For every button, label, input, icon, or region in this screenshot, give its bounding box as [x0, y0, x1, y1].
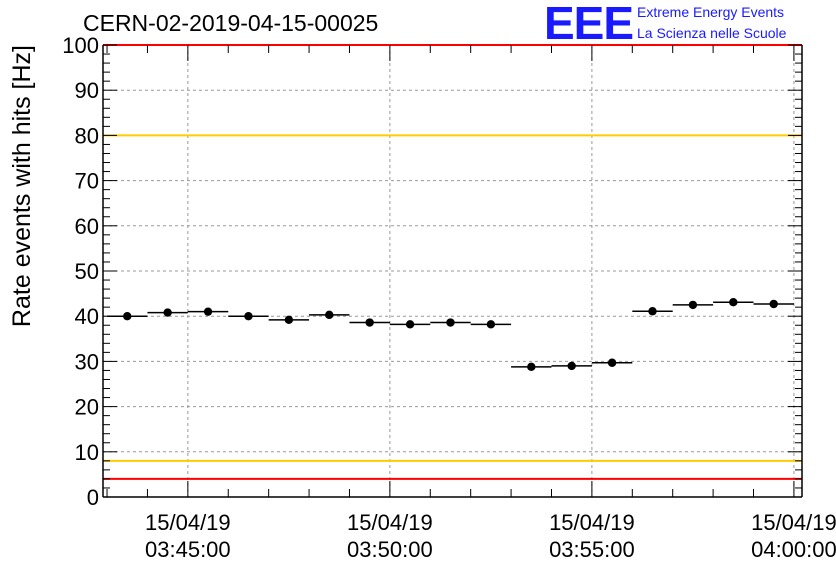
- y-tick-label: 90: [75, 78, 99, 103]
- logo-caption-line1: Extreme Energy Events: [637, 4, 785, 20]
- chart-title: CERN-02-2019-04-15-00025: [83, 10, 379, 36]
- data-point: [688, 300, 698, 310]
- data-point: [446, 318, 455, 327]
- plot-frame: [102, 44, 803, 498]
- data-point: [325, 310, 334, 320]
- y-tick-label: 50: [75, 259, 99, 284]
- x-tick-label-time: 03:45:00: [145, 537, 231, 562]
- grid-layer: [103, 45, 802, 497]
- y-tick-label: 100: [62, 33, 99, 58]
- x-tick-label-date: 15/04/19: [751, 510, 836, 535]
- data-point: [486, 320, 496, 329]
- data-point: [527, 362, 536, 372]
- data-point: [729, 297, 738, 307]
- data-point: [607, 358, 617, 367]
- x-tick-label-date: 15/04/19: [145, 510, 231, 535]
- data-point: [769, 299, 778, 309]
- y-tick-label: 70: [75, 169, 99, 194]
- y-axis-title: Rate events with hits [Hz]: [8, 45, 36, 327]
- data-point: [163, 308, 172, 317]
- data-point: [365, 318, 374, 327]
- x-tick-label-date: 15/04/19: [347, 510, 433, 535]
- data-layer: [107, 297, 794, 372]
- logo-caption-line2: La Scienza nelle Scuole: [637, 25, 787, 41]
- threshold-layer: [103, 44, 802, 480]
- x-tick-label-time: 03:50:00: [347, 537, 433, 562]
- y-tick-label: 10: [75, 440, 99, 465]
- data-point: [244, 312, 253, 321]
- y-tick-label: 0: [87, 485, 99, 510]
- x-tick-label-date: 15/04/19: [549, 510, 635, 535]
- data-point: [405, 320, 415, 329]
- eee-logo: EEE: [544, 0, 634, 49]
- x-tick-label-time: 04:00:00: [751, 537, 836, 562]
- data-point: [123, 312, 132, 321]
- y-tick-label: 40: [75, 304, 99, 329]
- data-point: [284, 315, 294, 325]
- y-tick-label: 80: [75, 123, 99, 148]
- axis-labels: 010203040506070809010015/04/1903:45:0015…: [8, 33, 836, 562]
- data-point: [567, 361, 576, 371]
- y-tick-label: 30: [75, 349, 99, 374]
- data-point: [203, 307, 213, 316]
- data-point: [648, 307, 657, 316]
- y-tick-label: 20: [75, 395, 99, 420]
- y-tick-label: 60: [75, 214, 99, 239]
- x-tick-label-time: 03:55:00: [549, 537, 635, 562]
